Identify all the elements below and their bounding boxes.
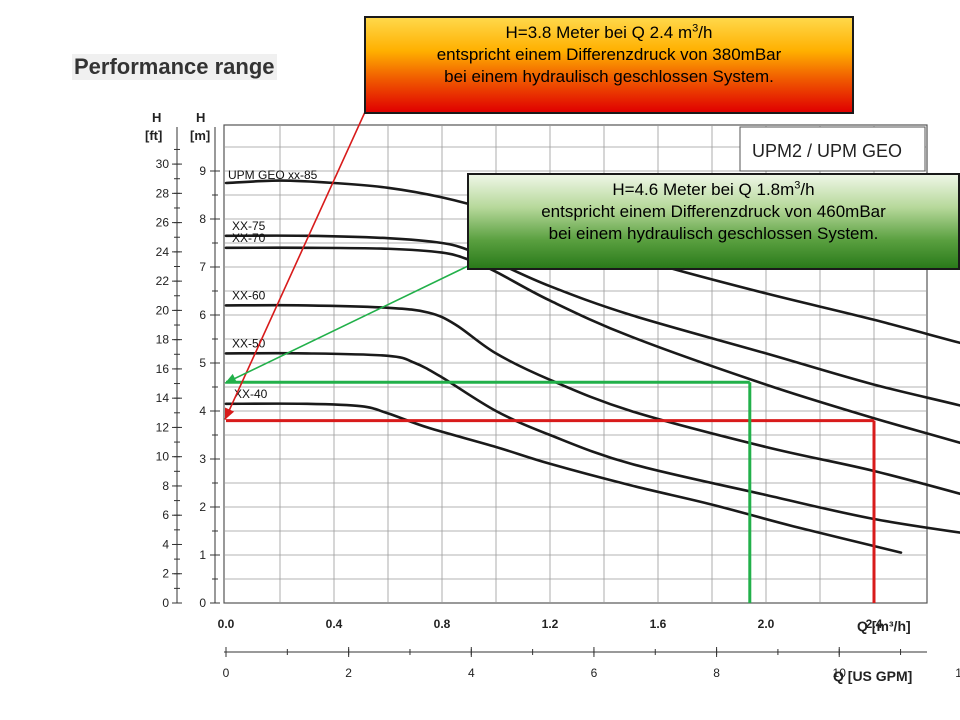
- m-tick-label: 5: [199, 356, 206, 370]
- ft-tick-label: 10: [156, 450, 170, 464]
- curve-xx-50: [224, 351, 960, 534]
- m-axis-unit: H: [196, 110, 205, 125]
- ft-tick-label: 12: [156, 420, 170, 434]
- q-tick-label: 0.8: [434, 617, 451, 631]
- m-tick-label: 2: [199, 500, 206, 514]
- curve-label: XX-50: [232, 336, 266, 350]
- curve-label: XX-70: [232, 231, 266, 245]
- red-arrow-line: [224, 111, 366, 420]
- q-tick-label: 2.4: [866, 617, 883, 631]
- ft-axis-unit: H: [152, 110, 161, 125]
- curve-xx-40: [224, 402, 903, 554]
- q-tick-label: 1.2: [542, 617, 559, 631]
- gpm-tick-label: 12: [955, 666, 960, 680]
- curve-xx-70: [224, 246, 960, 445]
- q-tick-label: 2.0: [758, 617, 775, 631]
- red-arrow-head: [225, 407, 235, 420]
- page-title: Performance range: [72, 54, 277, 80]
- curve-xx-75: [224, 234, 960, 407]
- ft-tick-label: 24: [156, 245, 170, 259]
- gpm-tick-label: 6: [591, 666, 598, 680]
- green-arrow-line: [224, 265, 469, 384]
- ft-tick-label: 16: [156, 362, 170, 376]
- m-tick-label: 9: [199, 164, 206, 178]
- curve-label: XX-40: [234, 387, 268, 401]
- q-tick-label: 1.6: [650, 617, 667, 631]
- ft-tick-label: 6: [162, 508, 169, 522]
- markers: [226, 380, 876, 603]
- m-tick-label: 4: [199, 404, 206, 418]
- gpm-tick-label: 4: [468, 666, 475, 680]
- gpm-tick-label: 2: [345, 666, 352, 680]
- ft-tick-label: 2: [162, 567, 169, 581]
- m-tick-label: 7: [199, 260, 206, 274]
- ft-tick-label: 22: [156, 274, 170, 288]
- green-arrow-head: [225, 373, 238, 384]
- ft-tick-label: 20: [156, 303, 170, 317]
- plot-frame: [223, 124, 928, 604]
- annotation-red-line3: bei einem hydraulisch geschlossen System…: [444, 67, 774, 86]
- annotation-red-box: H=3.8 Meter bei Q 2.4 m3/h entspricht ei…: [364, 16, 854, 114]
- m-tick-label: 6: [199, 308, 206, 322]
- arrows: [224, 111, 469, 420]
- m-tick-label: 0: [199, 596, 206, 610]
- ft-tick-label: 18: [156, 333, 170, 347]
- chart-title-box: [739, 126, 926, 172]
- annotation-red-line1: H=3.8 Meter bei Q 2.4 m3/h: [505, 22, 713, 42]
- ft-axis-sub: [ft]: [145, 128, 162, 143]
- q-tick-label: 0.4: [326, 617, 343, 631]
- annotation-green-box: H=4.6 Meter bei Q 1.8m3/h entspricht ein…: [467, 173, 960, 270]
- ft-tick-label: 4: [162, 537, 169, 551]
- gpm-tick-label: 0: [223, 666, 230, 680]
- chart-title: UPM2 / UPM GEO: [752, 141, 902, 161]
- annotation-green-line3: bei einem hydraulisch geschlossen System…: [548, 224, 879, 243]
- ft-tick-label: 8: [162, 479, 169, 493]
- annotation-green-line2: entspricht einem Differenzdruck von 460m…: [541, 202, 886, 221]
- m-tick-label: 3: [199, 452, 206, 466]
- curve-label: XX-60: [232, 288, 266, 302]
- curve-upm-geo-xx-85: [224, 179, 960, 345]
- gpm-tick-label: 8: [713, 666, 720, 680]
- annotation-green-line1: H=4.6 Meter bei Q 1.8m3/h: [612, 179, 815, 199]
- q-tick-label: 0.0: [218, 617, 235, 631]
- ft-tick-label: 0: [162, 596, 169, 610]
- curve-label: XX-75: [232, 219, 266, 233]
- q-axis-label: Q [m³/h]: [857, 618, 911, 634]
- m-tick-label: 8: [199, 212, 206, 226]
- curve-label: UPM GEO xx-85: [228, 168, 318, 182]
- axes: 024681012141618202224262830H[ft]01234567…: [145, 110, 960, 684]
- ft-tick-label: 30: [156, 157, 170, 171]
- curve-xx-60: [224, 303, 960, 496]
- m-axis-sub: [m]: [190, 128, 210, 143]
- ft-tick-label: 26: [156, 216, 170, 230]
- gpm-tick-label: 10: [833, 666, 847, 680]
- m-tick-label: 1: [199, 548, 206, 562]
- ft-tick-label: 28: [156, 186, 170, 200]
- gpm-axis-label: Q [US GPM]: [833, 668, 912, 684]
- annotation-red-line2: entspricht einem Differenzdruck von 380m…: [436, 45, 782, 64]
- ft-tick-label: 14: [156, 391, 170, 405]
